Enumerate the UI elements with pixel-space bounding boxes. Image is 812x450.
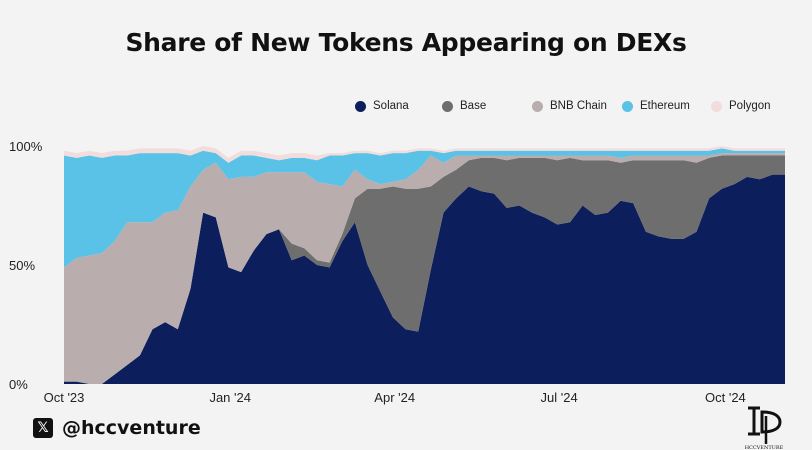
legend: Solana Base BNB Chain Ethereum Polygon bbox=[355, 98, 771, 114]
x-logo-icon: 𝕏 bbox=[33, 418, 53, 438]
legend-label-base: Base bbox=[460, 100, 487, 112]
legend-label-bnb-chain: BNB Chain bbox=[550, 100, 607, 112]
x-tick-label: Jul '24 bbox=[541, 390, 578, 405]
legend-item-base[interactable]: Base bbox=[442, 100, 532, 112]
area-ethereum bbox=[64, 148, 785, 268]
legend-item-bnb-chain[interactable]: BNB Chain bbox=[532, 100, 622, 112]
legend-label-ethereum: Ethereum bbox=[640, 100, 690, 112]
legend-item-polygon[interactable]: Polygon bbox=[711, 100, 771, 112]
x-tick-label: Oct '23 bbox=[44, 390, 85, 405]
area-bnb-chain bbox=[64, 153, 785, 384]
legend-swatch-ethereum bbox=[622, 100, 633, 112]
legend-swatch-solana bbox=[355, 100, 366, 112]
x-tick-label: Apr '24 bbox=[374, 390, 415, 405]
social-handle[interactable]: 𝕏 @hccventure bbox=[33, 417, 201, 439]
y-tick-label: 50% bbox=[9, 258, 35, 273]
legend-item-solana[interactable]: Solana bbox=[355, 100, 442, 112]
legend-swatch-base bbox=[442, 100, 453, 112]
brand-text: HCCVENTURE bbox=[745, 445, 784, 450]
area-base bbox=[64, 155, 785, 384]
area-solana bbox=[64, 174, 785, 384]
y-tick-label: 100% bbox=[9, 139, 43, 154]
x-tick-label: Jan '24 bbox=[209, 390, 251, 405]
legend-item-ethereum[interactable]: Ethereum bbox=[622, 100, 711, 112]
chart-title: Share of New Tokens Appearing on DEXs bbox=[125, 28, 687, 57]
legend-swatch-bnb-chain bbox=[532, 100, 543, 112]
legend-label-polygon: Polygon bbox=[729, 100, 771, 112]
area-polygon bbox=[64, 146, 785, 163]
legend-swatch-polygon bbox=[711, 100, 722, 112]
x-tick-label: Oct '24 bbox=[705, 390, 746, 405]
legend-label-solana: Solana bbox=[373, 100, 409, 112]
y-tick-label: 0% bbox=[9, 377, 28, 392]
handle-text: @hccventure bbox=[62, 417, 201, 439]
hcc-logo-icon: HCCVENTURE bbox=[745, 406, 784, 450]
